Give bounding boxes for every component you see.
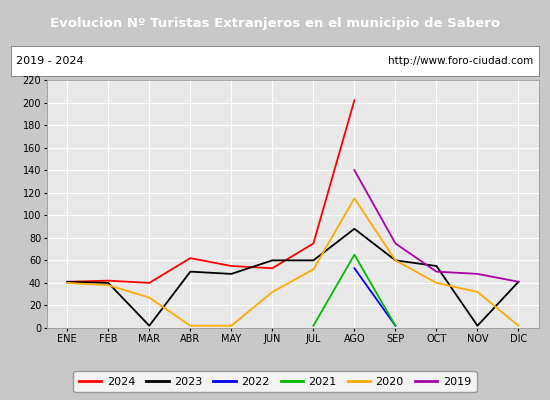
2020 [228,323,235,328]
Line: 2019: 2019 [354,170,519,282]
2023 [187,269,194,274]
2019 [474,272,481,276]
2024 [269,266,276,271]
2021 [310,323,317,328]
Line: 2022: 2022 [354,268,395,326]
2024 [146,280,152,285]
2024 [228,264,235,268]
2020 [433,280,440,285]
2019 [515,279,522,284]
2023 [146,323,152,328]
2020 [351,196,358,201]
2020 [269,290,276,294]
2023 [310,258,317,263]
2023 [474,323,481,328]
2024 [187,256,194,260]
Text: http://www.foro-ciudad.com: http://www.foro-ciudad.com [388,56,534,66]
Line: 2023: 2023 [67,229,519,326]
2020 [474,290,481,294]
Line: 2020: 2020 [67,198,519,326]
2024 [310,241,317,246]
2023 [269,258,276,263]
2023 [64,279,70,284]
Line: 2024: 2024 [67,100,354,283]
2020 [146,295,152,300]
2020 [515,323,522,328]
Legend: 2024, 2023, 2022, 2021, 2020, 2019: 2024, 2023, 2022, 2021, 2020, 2019 [74,371,476,392]
2023 [392,258,399,263]
Text: Evolucion Nº Turistas Extranjeros en el municipio de Sabero: Evolucion Nº Turistas Extranjeros en el … [50,16,500,30]
2022 [351,266,358,271]
2023 [433,264,440,268]
2023 [351,226,358,231]
2020 [105,283,112,288]
2019 [392,241,399,246]
2021 [351,252,358,257]
2022 [392,323,399,328]
2023 [105,280,112,285]
2024 [105,278,112,283]
2020 [64,280,70,285]
2020 [392,258,399,263]
2019 [351,168,358,172]
2023 [515,279,522,284]
Line: 2021: 2021 [314,255,395,326]
2023 [228,272,235,276]
Text: 2019 - 2024: 2019 - 2024 [16,56,84,66]
2019 [433,269,440,274]
2020 [187,323,194,328]
2024 [64,279,70,284]
2020 [310,267,317,272]
2024 [351,98,358,103]
2021 [392,323,399,328]
